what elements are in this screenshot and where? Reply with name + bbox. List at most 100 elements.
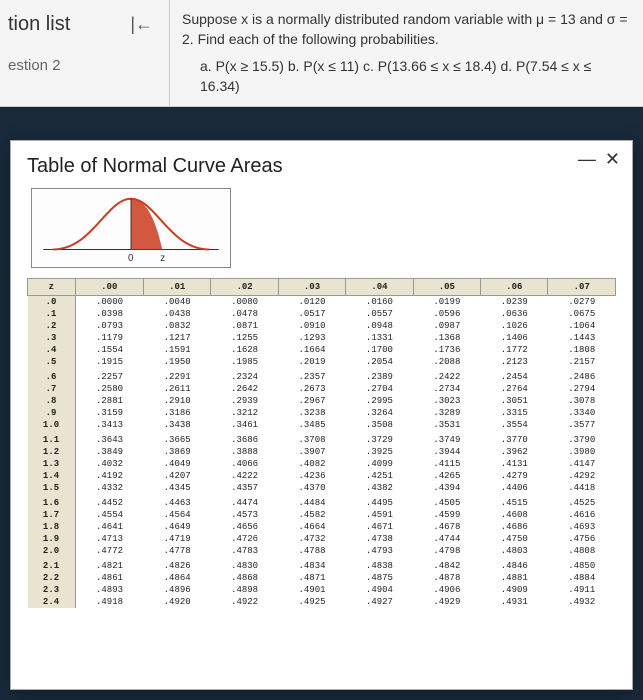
cell: .4484: [278, 494, 345, 509]
cell: .4772: [75, 545, 143, 557]
cell: .1331: [346, 332, 413, 344]
cell: .0398: [75, 308, 143, 320]
cell: .4826: [143, 557, 210, 572]
cell: .2486: [548, 368, 616, 383]
question-label[interactable]: estion 2: [8, 57, 161, 74]
table-row: .9.3159.3186.3212.3238.3264.3289.3315.33…: [28, 407, 616, 419]
table-row: 2.2.4861.4864.4868.4871.4875.4878.4881.4…: [28, 572, 616, 584]
cell: .3159: [75, 407, 143, 419]
close-icon[interactable]: — ✕: [578, 149, 622, 170]
table-row: .3.1179.1217.1255.1293.1331.1368.1406.14…: [28, 332, 616, 344]
row-header: 1.7: [28, 509, 76, 521]
cell: .2257: [75, 368, 143, 383]
col-header: z: [28, 279, 76, 296]
col-header: .06: [481, 279, 548, 296]
cell: .4656: [211, 521, 278, 533]
cell: .2967: [278, 395, 345, 407]
cell: .3577: [548, 419, 616, 431]
cell: .4382: [346, 482, 413, 494]
cell: .2910: [143, 395, 210, 407]
cell: .4925: [278, 596, 345, 608]
cell: .2939: [211, 395, 278, 407]
cell: .1368: [413, 332, 480, 344]
cell: .4463: [143, 494, 210, 509]
cell: .4920: [143, 596, 210, 608]
cell: .0239: [481, 296, 548, 309]
cell: .0120: [278, 296, 345, 309]
cell: .1179: [75, 332, 143, 344]
row-header: 2.3: [28, 584, 76, 596]
cell: .4744: [413, 533, 480, 545]
cell: .3238: [278, 407, 345, 419]
cell: .2881: [75, 395, 143, 407]
cell: .4049: [143, 458, 210, 470]
cell: .4927: [346, 596, 413, 608]
collapse-icon[interactable]: |←: [122, 10, 161, 39]
cell: .3944: [413, 446, 480, 458]
cell: .4838: [346, 557, 413, 572]
modal-title: Table of Normal Curve Areas: [27, 155, 616, 178]
row-header: 1.4: [28, 470, 76, 482]
cell: .4875: [346, 572, 413, 584]
cell: .4871: [278, 572, 345, 584]
cell: .3023: [413, 395, 480, 407]
cell: .1255: [211, 332, 278, 344]
cell: .0910: [278, 320, 345, 332]
cell: .3078: [548, 395, 616, 407]
row-header: 1.3: [28, 458, 76, 470]
cell: .4868: [211, 572, 278, 584]
row-header: .4: [28, 344, 76, 356]
cell: .4893: [75, 584, 143, 596]
cell: .4884: [548, 572, 616, 584]
cell: .4898: [211, 584, 278, 596]
cell: .4115: [413, 458, 480, 470]
cell: .4788: [278, 545, 345, 557]
cell: .0871: [211, 320, 278, 332]
cell: .1406: [481, 332, 548, 344]
cell: .4332: [75, 482, 143, 494]
cell: .4756: [548, 533, 616, 545]
cell: .4713: [75, 533, 143, 545]
cell: .3554: [481, 419, 548, 431]
cell: .0948: [346, 320, 413, 332]
cell: .3962: [481, 446, 548, 458]
col-header: .02: [211, 279, 278, 296]
cell: .4345: [143, 482, 210, 494]
cell: .3665: [143, 431, 210, 446]
cell: .1217: [143, 332, 210, 344]
cell: .0040: [143, 296, 210, 309]
cell: .4864: [143, 572, 210, 584]
cell: .4292: [548, 470, 616, 482]
col-header: .07: [548, 279, 616, 296]
cell: .4147: [548, 458, 616, 470]
table-row: .2.0793.0832.0871.0910.0948.0987.1026.10…: [28, 320, 616, 332]
cell: .4599: [413, 509, 480, 521]
cell: .4591: [346, 509, 413, 521]
table-row: .8.2881.2910.2939.2967.2995.3023.3051.30…: [28, 395, 616, 407]
cell: .0675: [548, 308, 616, 320]
cell: .2291: [143, 368, 210, 383]
cell: .4265: [413, 470, 480, 482]
row-header: 2.1: [28, 557, 76, 572]
cell: .4808: [548, 545, 616, 557]
cell: .3289: [413, 407, 480, 419]
table-row: .4.1554.1591.1628.1664.1700.1736.1772.18…: [28, 344, 616, 356]
cell: .4452: [75, 494, 143, 509]
problem-text: Suppose x is a normally distributed rand…: [170, 0, 643, 106]
cell: .4901: [278, 584, 345, 596]
cell: .4803: [481, 545, 548, 557]
cell: .2019: [278, 356, 345, 368]
cell: .4693: [548, 521, 616, 533]
cell: .3438: [143, 419, 210, 431]
cell: .4222: [211, 470, 278, 482]
cell: .1915: [75, 356, 143, 368]
cell: .3749: [413, 431, 480, 446]
cell: .2611: [143, 383, 210, 395]
z-table: z.00.01.02.03.04.05.06.07 .0.0000.0040.0…: [27, 278, 616, 608]
cell: .4778: [143, 545, 210, 557]
cell: .4394: [413, 482, 480, 494]
question-header: tion list |← estion 2 Suppose x is a nor…: [0, 0, 643, 107]
cell: .3980: [548, 446, 616, 458]
table-row: 2.3.4893.4896.4898.4901.4904.4906.4909.4…: [28, 584, 616, 596]
table-row: 1.0.3413.3438.3461.3485.3508.3531.3554.3…: [28, 419, 616, 431]
